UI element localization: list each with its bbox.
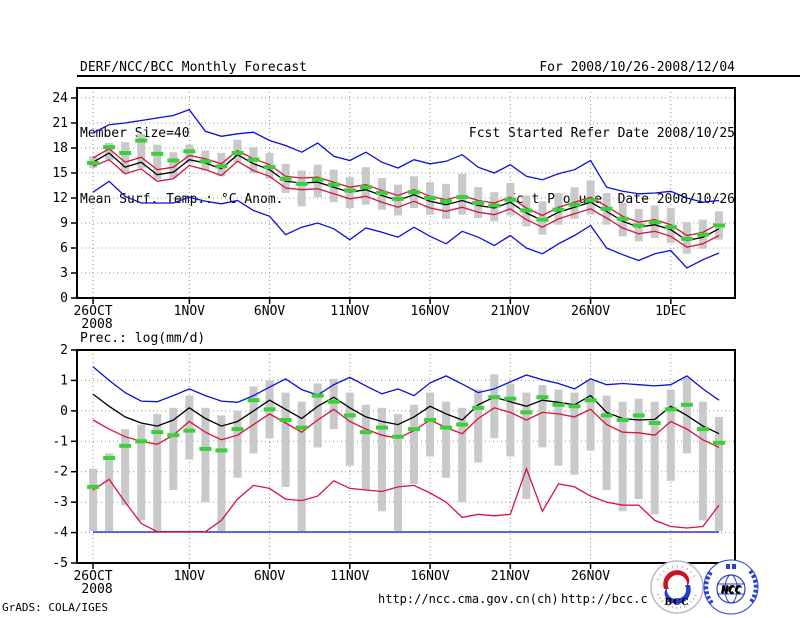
header-left: DERF/NCC/BCC Monthly Forecast Member Siz… [80, 13, 307, 255]
y-tick-label: 18 [52, 141, 68, 156]
x-tick-label: 16NOV [411, 304, 450, 319]
x-tick-label: 1DEC [655, 304, 686, 319]
x-tick-label: 21NOV [491, 304, 530, 319]
ncc-url-text: http://ncc.cma.gov.cn(ch) [378, 592, 559, 606]
agency-logos: BCC NCC NCC [650, 559, 759, 615]
y-tick-label: -3 [52, 495, 68, 510]
x-tick-label: 26NOV [571, 569, 610, 584]
y-tick-label: 12 [52, 191, 68, 206]
y-axis: 0 3 6 9 12 15 18 21 24 [52, 91, 76, 306]
ncc-logo: NCC NCC [703, 559, 759, 615]
mean-plus-sd-line [92, 407, 720, 448]
ncc-logo-label-shadow: NCC [721, 584, 742, 597]
plot-frame [76, 349, 736, 564]
median-markers [87, 393, 725, 489]
x-tick-label: 26OCT [73, 569, 112, 584]
x-tick-sublabel: 2008 [81, 582, 112, 597]
ensemble-mean-line [92, 393, 720, 435]
y-tick-label: 3 [60, 266, 68, 281]
y-tick-label: 1 [60, 373, 68, 388]
bcc-blue-swirl [664, 585, 691, 604]
refer-date: Fcst Started Refer Date 2008/10/25 [468, 126, 735, 141]
forecast-period: For 2008/10/26-2008/12/04 [539, 60, 735, 75]
y-tick-label: 0 [60, 404, 68, 419]
x-tick-label: 26OCT [73, 304, 112, 319]
ncc-logo-label: NCC [720, 583, 741, 596]
y-tick-label: 24 [52, 91, 68, 106]
x-tick-label: 1NOV [174, 569, 205, 584]
bcc-logo-label: BCC [664, 598, 689, 608]
x-tick-label: 11NOV [330, 304, 369, 319]
plot-frame [76, 87, 736, 299]
y-tick-label: 2 [60, 343, 68, 358]
mean-minus-sd-line [92, 158, 720, 248]
y-tick-label: 0 [60, 291, 68, 306]
x-tick-label: 6NOV [254, 569, 285, 584]
header-divider [77, 75, 800, 77]
ensemble-max-line [92, 108, 720, 203]
grads-credit: GrADS: COLA/IGES [2, 601, 108, 614]
bcc-bottom-arc-text [657, 593, 697, 609]
y-tick-label: -4 [52, 526, 68, 541]
y-tick-label: 21 [52, 116, 68, 131]
ensemble-min-line [92, 180, 720, 269]
y-axis: 2 1 0 -1 -2 -3 -4 -5 [52, 343, 76, 571]
y-tick-label: 6 [60, 241, 68, 256]
bcc-top-arc-text [657, 565, 697, 581]
median-markers [87, 138, 725, 241]
y-tick-label: -5 [52, 556, 68, 571]
ncc-wreath-right [748, 569, 758, 605]
ensemble-max-line [92, 366, 720, 403]
x-tick-label: 26NOV [571, 304, 610, 319]
mean-plus-sd-line [92, 148, 720, 237]
mean-minus-sd-line [92, 466, 720, 533]
x-tick-label: 6NOV [254, 304, 285, 319]
ensemble-mean-line [92, 152, 720, 242]
ncc-top-character [732, 564, 736, 569]
forecast-title: DERF/NCC/BCC Monthly Forecast [80, 60, 307, 75]
ensemble-spread-bars [89, 374, 723, 532]
member-size-label: Member Size=40 [80, 126, 190, 141]
precip-chart-title: Prec.: log(mm/d) [80, 331, 206, 346]
x-tick-sublabel: 2008 [81, 317, 112, 332]
ncc-wreath-left [704, 569, 714, 605]
bcc-red-swirl [663, 570, 690, 589]
y-tick-label: 15 [52, 166, 68, 181]
bcc-logo: BCC [650, 560, 704, 614]
y-tick-label: 9 [60, 216, 68, 231]
ncc-top-character [726, 564, 730, 569]
y-tick-label: -2 [52, 465, 68, 480]
bcc-url-text: http://bcc.c [561, 592, 648, 606]
temp-chart-title: Mean Surf. Temp.: °C Anom. [80, 192, 284, 207]
y-tick-label: -1 [52, 434, 68, 449]
x-tick-label: 11NOV [330, 569, 369, 584]
x-tick-label: 1NOV [174, 304, 205, 319]
x-tick-label: 16NOV [411, 569, 450, 584]
x-tick-label: 21NOV [491, 569, 530, 584]
